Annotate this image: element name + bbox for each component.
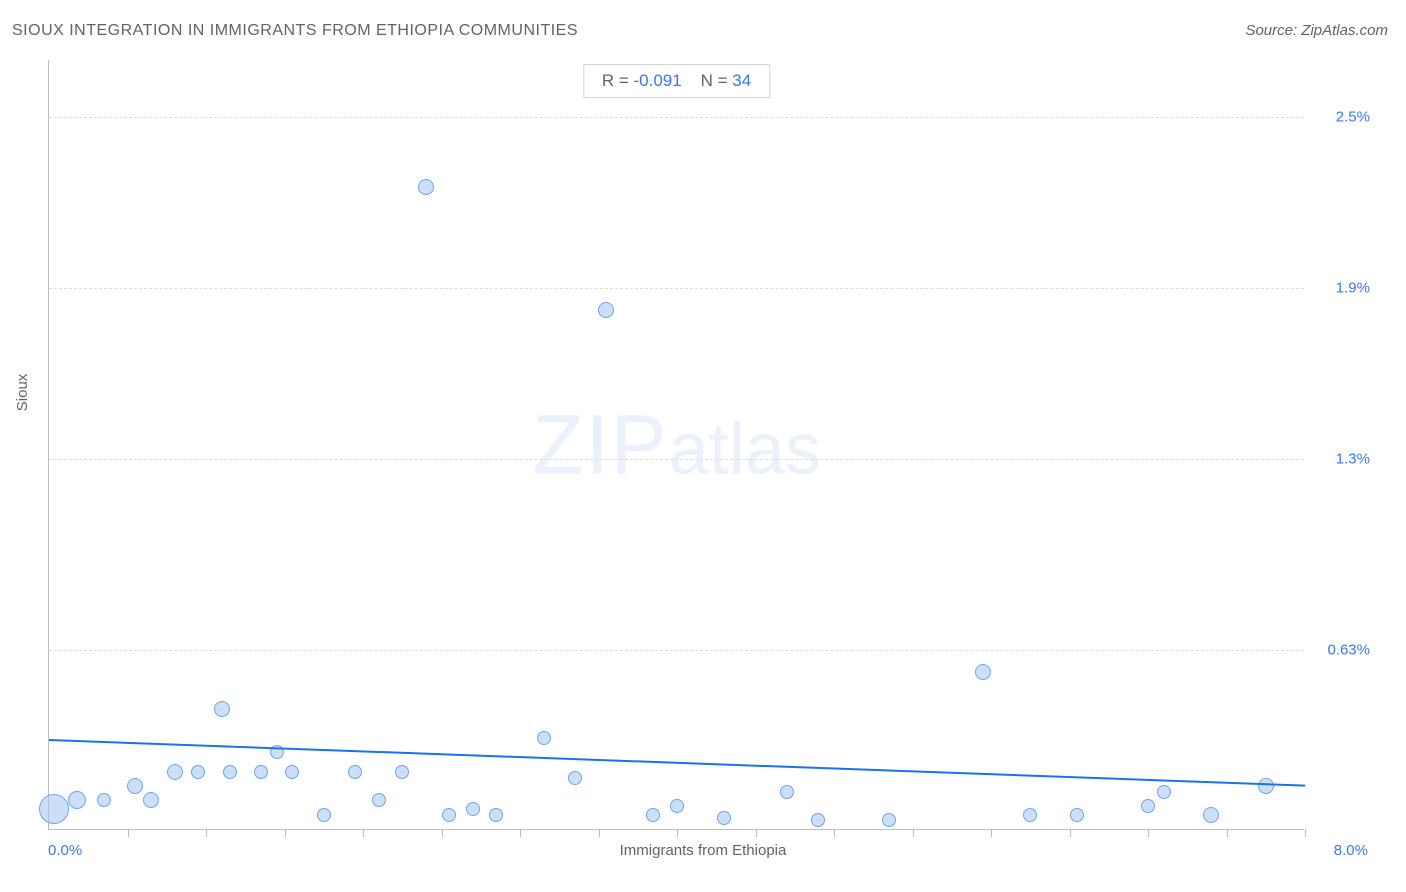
data-point xyxy=(214,701,230,717)
data-point xyxy=(167,764,183,780)
x-tick xyxy=(756,829,757,837)
watermark-atlas: atlas xyxy=(669,409,821,489)
data-point xyxy=(223,765,237,779)
x-tick xyxy=(913,829,914,837)
x-tick xyxy=(1070,829,1071,837)
data-point xyxy=(348,765,362,779)
data-point xyxy=(143,792,159,808)
data-point xyxy=(372,793,386,807)
data-point xyxy=(537,731,551,745)
data-point xyxy=(1157,785,1171,799)
data-point xyxy=(285,765,299,779)
x-tick xyxy=(599,829,600,837)
grid-line xyxy=(49,459,1304,460)
data-point xyxy=(811,813,825,827)
grid-line xyxy=(49,117,1304,118)
data-point xyxy=(68,791,86,809)
data-point xyxy=(975,664,991,680)
data-point xyxy=(1141,799,1155,813)
chart-title: SIOUX INTEGRATION IN IMMIGRANTS FROM ETH… xyxy=(12,22,578,40)
x-tick xyxy=(834,829,835,837)
data-point xyxy=(598,302,614,318)
y-tick-label: 2.5% xyxy=(1336,109,1370,126)
r-value: -0.091 xyxy=(633,71,681,90)
data-point xyxy=(1023,808,1037,822)
grid-line xyxy=(49,650,1304,651)
x-tick xyxy=(991,829,992,837)
x-tick xyxy=(1148,829,1149,837)
data-point xyxy=(489,808,503,822)
data-point xyxy=(395,765,409,779)
y-axis-title: Sioux xyxy=(14,374,31,412)
watermark-zip: ZIP xyxy=(532,397,669,491)
x-tick xyxy=(1227,829,1228,837)
x-tick xyxy=(1305,829,1306,837)
source-label: Source: ZipAtlas.com xyxy=(1245,22,1388,39)
x-tick xyxy=(206,829,207,837)
data-point xyxy=(1258,778,1274,794)
stats-box: R = -0.091 N = 34 xyxy=(583,64,770,98)
n-value: 34 xyxy=(732,71,751,90)
trend-line xyxy=(49,739,1305,787)
data-point xyxy=(442,808,456,822)
data-point xyxy=(317,808,331,822)
data-point xyxy=(418,179,434,195)
watermark: ZIPatlas xyxy=(532,396,821,493)
grid-line xyxy=(49,288,1304,289)
y-tick-label: 1.9% xyxy=(1336,280,1370,297)
x-tick xyxy=(128,829,129,837)
chart-container: SIOUX INTEGRATION IN IMMIGRANTS FROM ETH… xyxy=(0,0,1406,892)
x-min-label: 0.0% xyxy=(48,842,82,859)
y-tick-label: 0.63% xyxy=(1327,642,1370,659)
data-point xyxy=(1203,807,1219,823)
x-tick xyxy=(520,829,521,837)
data-point xyxy=(191,765,205,779)
data-point xyxy=(882,813,896,827)
x-tick xyxy=(285,829,286,837)
data-point xyxy=(568,771,582,785)
data-point xyxy=(97,793,111,807)
data-point xyxy=(780,785,794,799)
data-point xyxy=(127,778,143,794)
x-tick xyxy=(363,829,364,837)
r-label: R = xyxy=(602,71,629,90)
data-point xyxy=(717,811,731,825)
x-max-label: 8.0% xyxy=(1334,842,1368,859)
n-label: N = xyxy=(701,71,728,90)
x-tick xyxy=(677,829,678,837)
data-point xyxy=(1070,808,1084,822)
data-point xyxy=(670,799,684,813)
data-point xyxy=(466,802,480,816)
data-point xyxy=(39,794,69,824)
y-tick-label: 1.3% xyxy=(1336,451,1370,468)
data-point xyxy=(646,808,660,822)
data-point xyxy=(254,765,268,779)
plot-area: ZIPatlas R = -0.091 N = 34 2.5%1.9%1.3%0… xyxy=(48,60,1304,830)
x-axis-title: Immigrants from Ethiopia xyxy=(0,842,1406,859)
x-tick xyxy=(442,829,443,837)
